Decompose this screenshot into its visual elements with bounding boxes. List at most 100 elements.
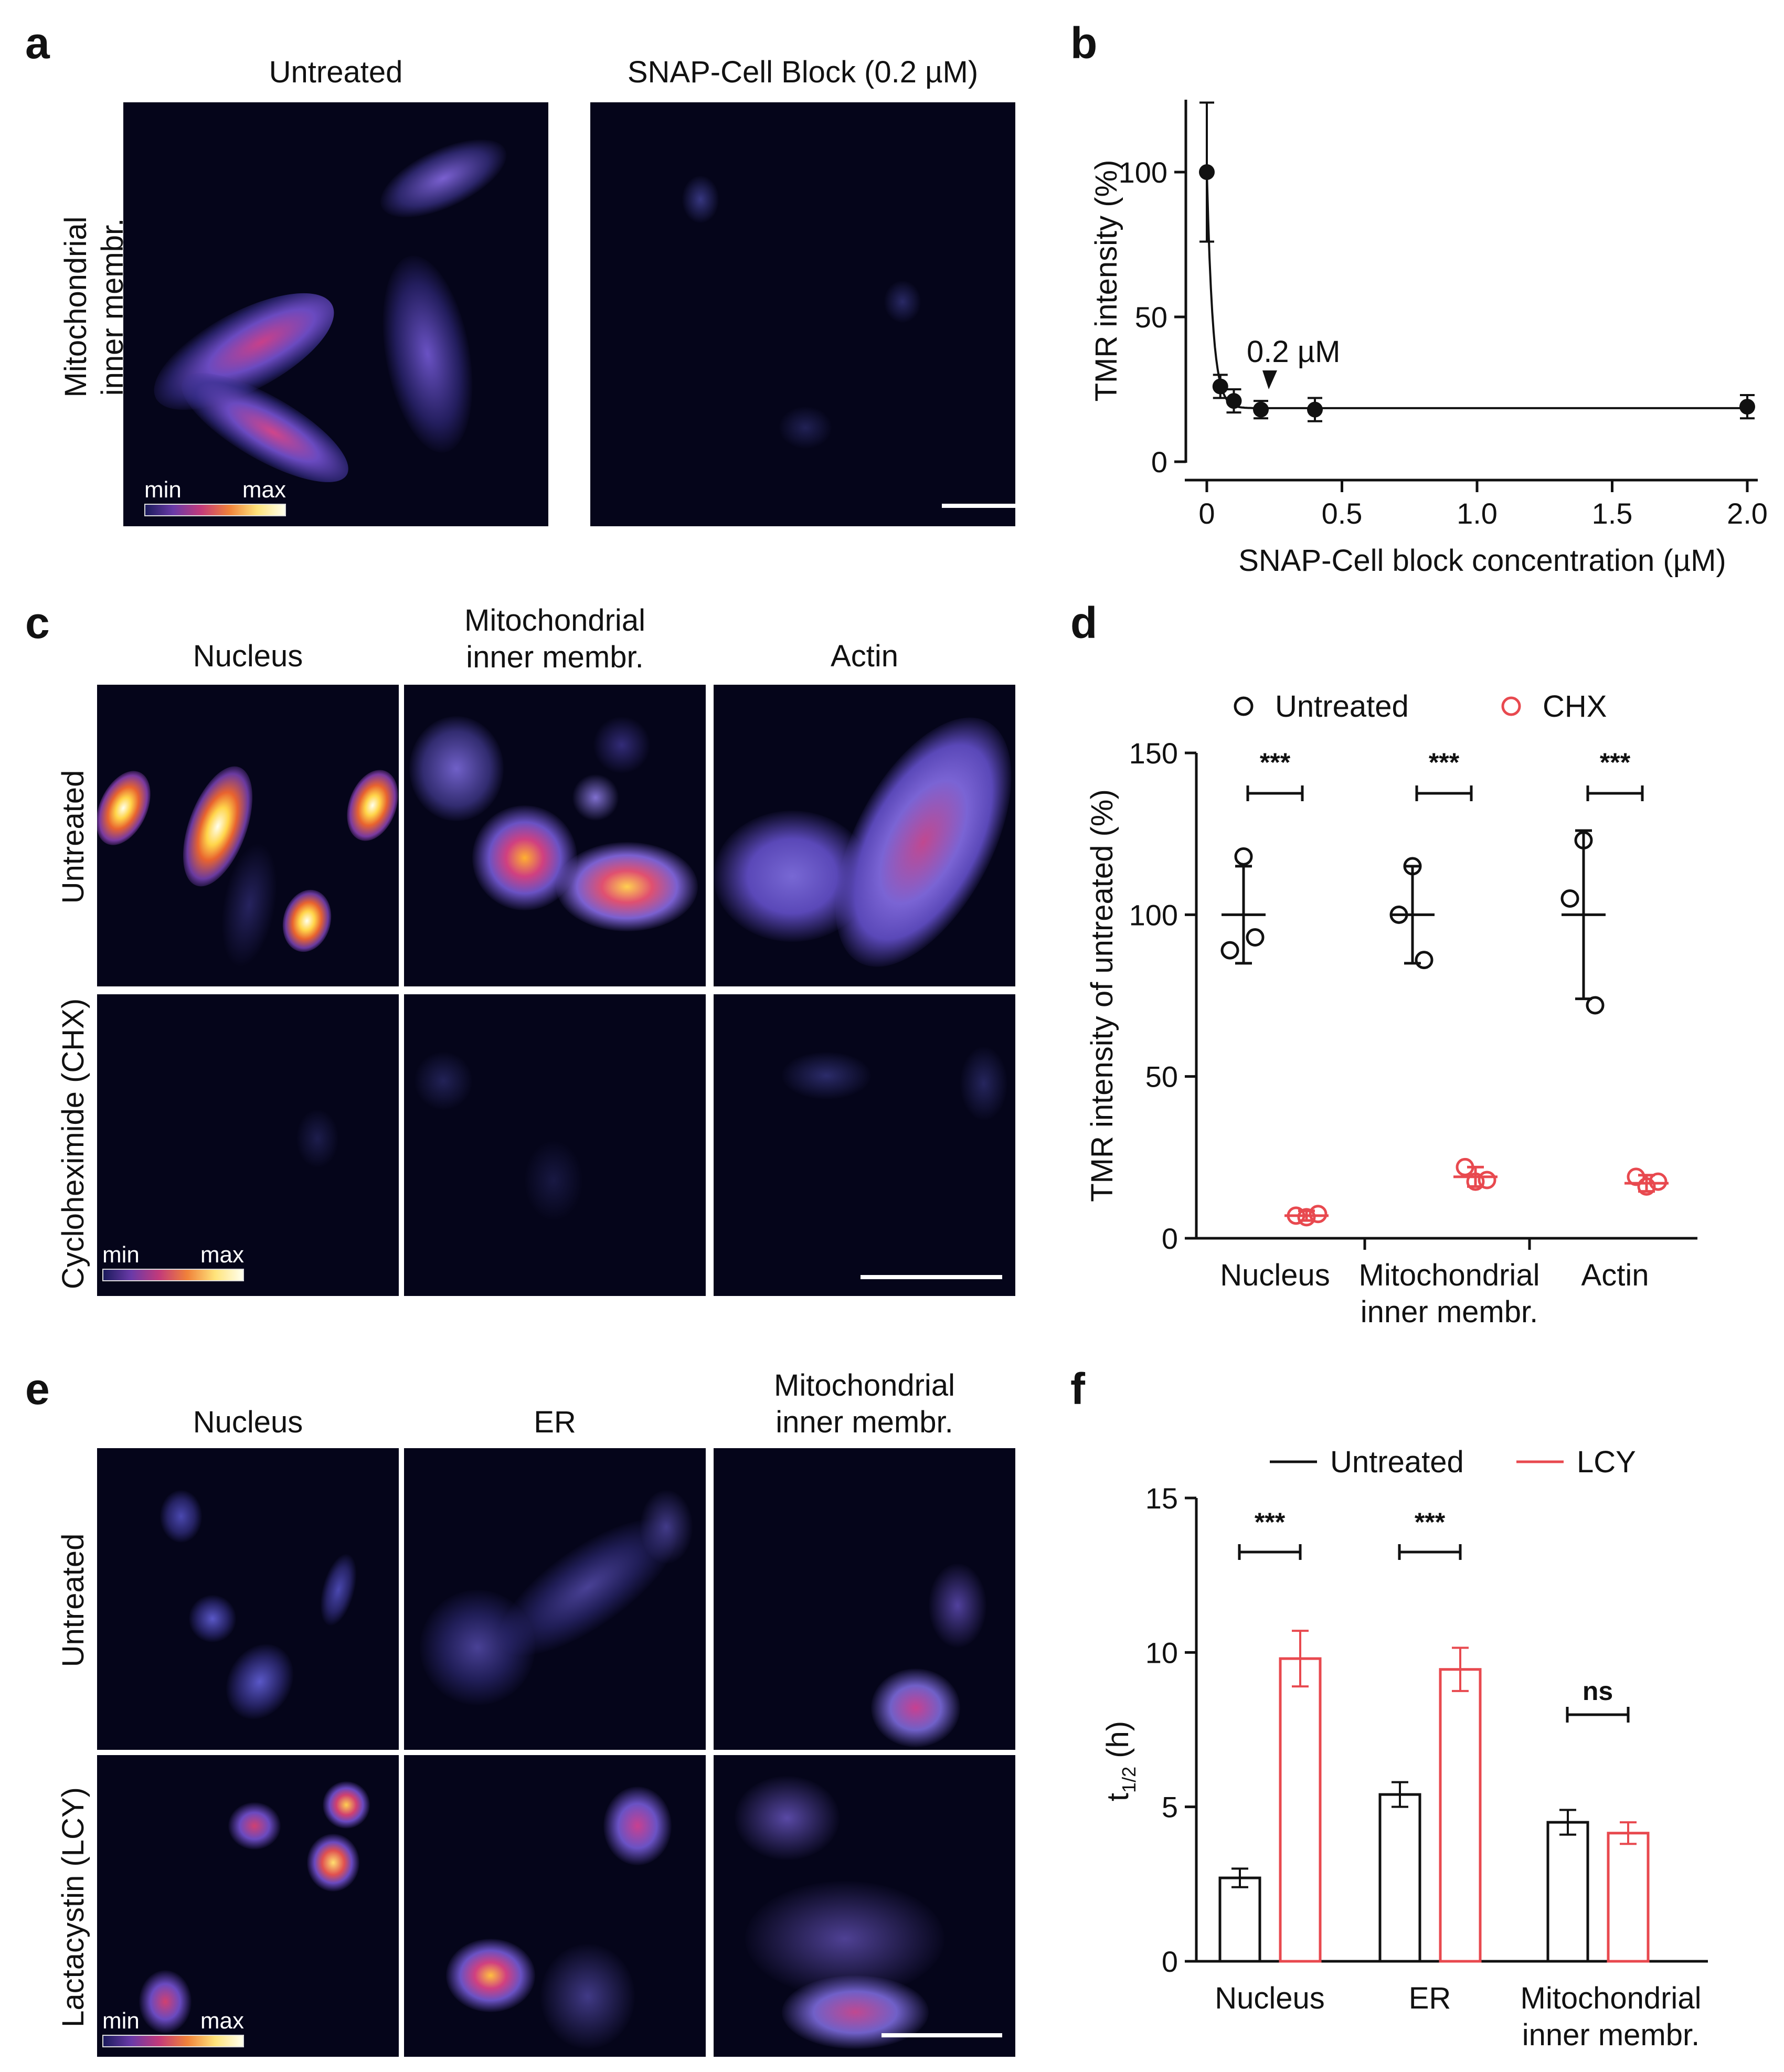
panel-e-col-title-er: ER	[534, 1405, 576, 1439]
x-tick-label: 0	[1198, 497, 1215, 530]
x-tick-label: 1.0	[1457, 497, 1498, 530]
micrograph-e-untreated-er	[404, 1448, 706, 1750]
chart-f: 0 5 10 15 t1/2 (h) Nucleus *** ER *** Mitochondri…	[1101, 1445, 1708, 2052]
x-tick-label: 1.5	[1592, 497, 1633, 530]
significance-label: ***	[1415, 1507, 1446, 1537]
panel-c-row-title-untreated: Untreated	[56, 770, 90, 904]
colorbar-max-label: max	[200, 1242, 244, 1268]
micrograph-e-lcy-er	[404, 1755, 706, 2057]
bar	[1378, 1793, 1421, 1963]
chart-d: 0 50 100 150 TMR intensity of untreated (%) N…	[1085, 689, 1697, 1329]
replicate-point	[1287, 1206, 1305, 1225]
annotation-arrow	[1262, 370, 1277, 389]
y-axis-label: TMR intensity of untreated (%)	[1085, 789, 1119, 1202]
y-tick-label: 50	[1135, 301, 1167, 334]
panel-label-a: a	[25, 18, 50, 68]
panel-a-col-title-untreated: Untreated	[269, 55, 403, 89]
annotation-label: 0.2 µM	[1247, 335, 1340, 369]
panel-label-f: f	[1070, 1364, 1085, 1414]
data-point	[1739, 399, 1755, 415]
y-tick-label: 100	[1119, 156, 1167, 189]
y-tick-label: 15	[1145, 1482, 1178, 1515]
panel-label-b: b	[1070, 18, 1098, 68]
y-axis-label: TMR intensity (%)	[1089, 160, 1123, 402]
bar	[1439, 1668, 1482, 1963]
bar	[1546, 1821, 1589, 1963]
y-tick-label: 0	[1162, 1945, 1178, 1978]
x-category-label: Mitochondrial inner membr.	[1359, 1258, 1540, 1329]
y-tick-label: 150	[1129, 737, 1178, 770]
bar	[1279, 1657, 1322, 1963]
colorbar-legend-c: min max	[102, 1244, 244, 1281]
legend-label: Untreated	[1330, 1445, 1464, 1479]
colorbar-min-label: min	[102, 1242, 140, 1268]
significance-label: ***	[1255, 1507, 1286, 1537]
x-tick-label: 0.5	[1322, 497, 1363, 530]
colorbar-max-label: max	[242, 477, 286, 503]
x-axis-label: SNAP-Cell block concentration (µM)	[1238, 544, 1726, 577]
y-tick-label: 0	[1162, 1222, 1178, 1255]
bar	[1218, 1876, 1261, 1963]
colorbar-legend-e: min max	[102, 2010, 244, 2047]
panel-c-row-title-chx: Cycloheximide (CHX)	[56, 998, 90, 1290]
micrograph-e-untreated-mito	[714, 1448, 1015, 1750]
micrograph-c-untreated-mito	[404, 685, 706, 986]
micrograph-c-chx-nucleus: min max	[97, 994, 399, 1296]
micrograph-c-chx-mito	[404, 994, 706, 1296]
panel-label-e: e	[25, 1364, 50, 1414]
x-category-label: Actin	[1581, 1258, 1649, 1292]
replicate-point	[1560, 889, 1579, 908]
micrograph-a-untreated	[123, 102, 548, 526]
data-point	[1253, 401, 1269, 418]
y-tick-label: 0	[1151, 445, 1167, 479]
panel-c-col-title-actin: Actin	[831, 639, 898, 673]
legend-label: LCY	[1577, 1445, 1636, 1479]
panel-e-row-title-lcy: Lactacystin (LCY)	[56, 1787, 90, 2027]
colorbar-max-label: max	[200, 2008, 244, 2034]
micrograph-e-lcy-mito	[714, 1755, 1015, 2057]
replicate-point	[1234, 847, 1253, 866]
colorbar-min-label: min	[102, 2008, 140, 2034]
scale-bar	[861, 1275, 1002, 1279]
y-tick-label: 5	[1162, 1791, 1178, 1824]
panel-a-col-title-block: SNAP-Cell Block (0.2 µM)	[627, 55, 979, 89]
replicate-point	[1649, 1172, 1668, 1191]
legend-marker	[1234, 696, 1254, 716]
panel-c-col-title-mito: Mitochondrial inner membr.	[464, 603, 645, 674]
legend-label: CHX	[1543, 689, 1607, 724]
x-category-label: Nucleus	[1215, 1981, 1325, 2015]
data-point	[1307, 401, 1323, 418]
significance-label: ***	[1600, 748, 1631, 777]
replicate-point	[1586, 996, 1605, 1015]
x-tick-label: 2.0	[1727, 497, 1768, 530]
micrograph-c-untreated-actin	[714, 685, 1015, 986]
panel-c-col-title-nucleus: Nucleus	[193, 639, 303, 673]
scale-bar	[942, 504, 1015, 508]
replicate-point	[1246, 928, 1265, 947]
micrograph-c-untreated-nucleus	[97, 685, 399, 986]
replicate-point	[1478, 1171, 1496, 1189]
colorbar-min-label: min	[144, 477, 182, 503]
x-category-label: Nucleus	[1220, 1258, 1330, 1292]
replicate-point	[1309, 1205, 1328, 1224]
significance-label: ns	[1583, 1676, 1613, 1706]
legend-label: Untreated	[1275, 689, 1409, 724]
micrograph-a-block	[590, 102, 1015, 526]
replicate-point	[1415, 951, 1433, 970]
colorbar-legend-a: min max	[144, 479, 286, 516]
replicate-point	[1389, 905, 1408, 924]
data-point	[1199, 164, 1215, 180]
fit-curve	[1206, 172, 1747, 409]
replicate-point	[1220, 941, 1239, 960]
micrograph-c-chx-actin	[714, 994, 1015, 1296]
micrograph-e-lcy-nucleus: min max	[97, 1755, 399, 2057]
panel-label-c: c	[25, 598, 50, 647]
data-point	[1226, 393, 1242, 409]
y-tick-label: 50	[1145, 1060, 1178, 1093]
replicate-point	[1466, 1172, 1485, 1191]
panel-e-col-title-mito: Mitochondrial inner membr.	[774, 1368, 955, 1439]
x-category-label: Mitochondrial inner membr.	[1521, 1981, 1702, 2052]
scale-bar	[882, 2033, 1002, 2037]
panel-label-d: d	[1070, 598, 1098, 647]
